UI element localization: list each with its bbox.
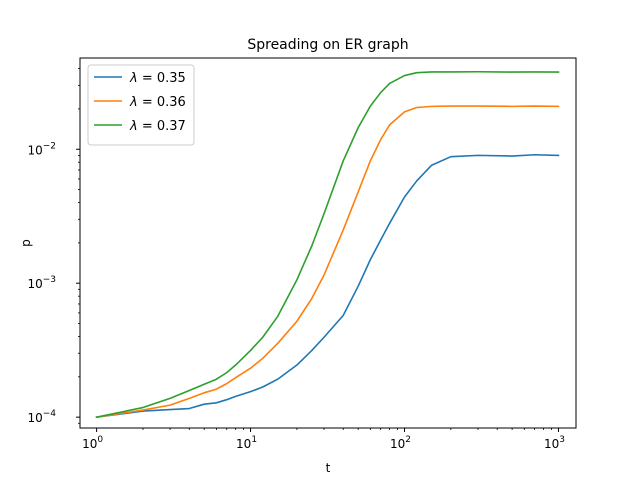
chart-title: Spreading on ER graph: [247, 37, 408, 53]
legend-label-1: λ = 0.36: [129, 95, 186, 110]
y-tick-exponent-2: −2: [43, 141, 56, 151]
legend-symbol-2: λ: [129, 119, 138, 134]
legend-value-2: = 0.37: [138, 119, 186, 134]
legend-value-1: = 0.36: [138, 95, 186, 110]
legend-label-0: λ = 0.35: [129, 71, 186, 86]
x-tick-exponent-2: 2: [405, 435, 411, 445]
series-line-2: [95, 70, 560, 419]
y-tick-exponent-1: −3: [43, 275, 56, 285]
x-tick-exponent-0: 0: [97, 435, 103, 445]
x-tick-exponent-3: 3: [559, 435, 565, 445]
series-line-1: [95, 105, 560, 419]
legend-symbol-1: λ: [129, 95, 138, 110]
plot-lines: [95, 70, 560, 419]
legend-label-2: λ = 0.37: [129, 119, 186, 134]
y-axis-label: p: [19, 239, 33, 247]
x-axis-label: t: [326, 461, 331, 475]
series-line-0: [95, 153, 560, 419]
legend: λ = 0.35λ = 0.36λ = 0.37: [87, 64, 195, 146]
x-tick-exponent-1: 1: [251, 435, 257, 445]
legend-symbol-0: λ: [129, 71, 138, 86]
legend-value-0: = 0.35: [138, 71, 186, 86]
y-tick-exponent-0: −4: [43, 409, 57, 419]
